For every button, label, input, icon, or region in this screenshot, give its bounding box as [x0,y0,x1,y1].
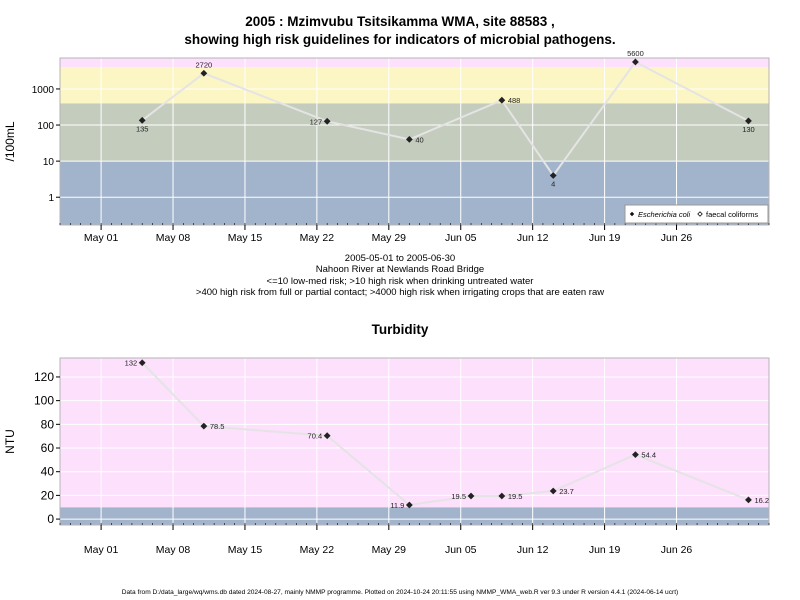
legend-marker-ecoli [629,211,635,217]
turbidity-title: Turbidity [371,322,429,337]
data-label: 127 [310,117,323,126]
x-tick-label: Jun 05 [445,232,477,244]
data-point [498,492,506,500]
x-tick-label: Jun 12 [517,544,549,556]
x-tick-label: Jun 26 [661,544,693,556]
data-point [405,136,413,143]
data-label: 4 [551,179,555,188]
data-label: 488 [508,96,521,105]
x-tick-label: Jun 19 [589,232,621,244]
data-label: 54.4 [641,451,656,460]
data-point [549,172,557,179]
footer-note: Data from D:/data_large/wq/wms.db dated … [121,589,679,596]
y-tick-label: 10 [43,157,55,168]
y-tick-label: 1000 [32,85,55,96]
y-tick-label: 60 [41,441,55,455]
data-label: 130 [742,125,755,134]
data-label: 135 [136,124,149,133]
risk-band-2-1 [60,507,769,525]
x-tick-label: May 22 [300,544,335,556]
data-point [138,116,146,124]
x-tick-label: May 22 [300,232,335,244]
y-axis-label: NTU [3,429,17,454]
x-tick-label: May 29 [372,232,407,244]
y-tick-label: 0 [47,512,54,526]
data-point [745,117,752,125]
data-label: 2720 [196,60,213,69]
x-tick-label: Jun 19 [589,544,621,556]
y-tick-label: 40 [41,465,55,479]
y-tick-label: 100 [34,394,54,408]
plot-frame-1 [59,57,770,226]
x-tick-label: May 01 [84,544,119,556]
series-line [141,60,749,178]
data-label: 5600 [627,49,644,58]
x-tick-label: May 08 [156,232,191,244]
legend-label-faecal: faecal coliforms [706,210,758,219]
risk-band-2-2 [60,358,769,508]
data-label: 19.5 [451,492,466,501]
x-tick-label: May 08 [156,544,191,556]
data-point [405,501,413,509]
chart-title-line1: 2005 : Mzimvubu Tsitsikamma WMA, site 88… [245,14,555,29]
data-label: 70.4 [308,432,323,441]
data-point [467,492,475,500]
period-text: 2005-05-01 to 2005-06-30 [344,253,456,264]
x-tick-label: Jun 26 [661,232,693,244]
x-tick-label: May 29 [372,544,407,556]
x-tick-label: May 15 [228,232,263,244]
guideline-text-2: >400 high risk from full or partial cont… [195,287,605,298]
data-point [745,496,752,504]
x-tick-label: May 01 [84,232,119,244]
location-text: Nahoon River at Newlands Road Bridge [315,264,485,275]
risk-band-1-2 [60,103,769,162]
data-point [498,96,506,104]
x-tick-label: May 15 [228,544,263,556]
data-point [323,432,331,440]
data-label: 11.9 [390,501,404,510]
data-label: 132 [125,359,138,368]
risk-band-1-3 [60,67,769,104]
y-tick-label: 100 [37,121,54,132]
plot-frame-2 [59,357,770,526]
legend-marker-faecal [697,211,703,217]
data-point [549,487,557,495]
data-label: 23.7 [559,487,574,496]
data-point [200,422,208,430]
data-label: 40 [415,135,423,144]
y-tick-label: 80 [41,417,55,431]
y-tick-label: 120 [34,370,54,384]
legend-label-ecoli: Escherichia coli [638,210,690,219]
data-point [632,451,639,459]
data-label: 78.5 [210,422,225,431]
x-tick-label: Jun 12 [517,232,549,244]
guideline-text-1: <=10 low-med risk; >10 high risk when dr… [266,276,534,287]
data-point [138,359,146,367]
data-point [632,58,639,66]
y-axis-label: /100mL [3,121,17,161]
legend-box [624,204,769,224]
data-point [323,117,331,125]
data-point [200,69,208,77]
chart-title-line2: showing high risk guidelines for indicat… [184,32,616,47]
risk-band-1-4 [60,58,769,68]
data-label: 19.5 [508,492,523,501]
data-label: 16.2 [754,496,769,505]
y-tick-label: 20 [41,488,55,502]
y-tick-label: 1 [48,193,54,204]
x-tick-label: Jun 05 [445,544,477,556]
